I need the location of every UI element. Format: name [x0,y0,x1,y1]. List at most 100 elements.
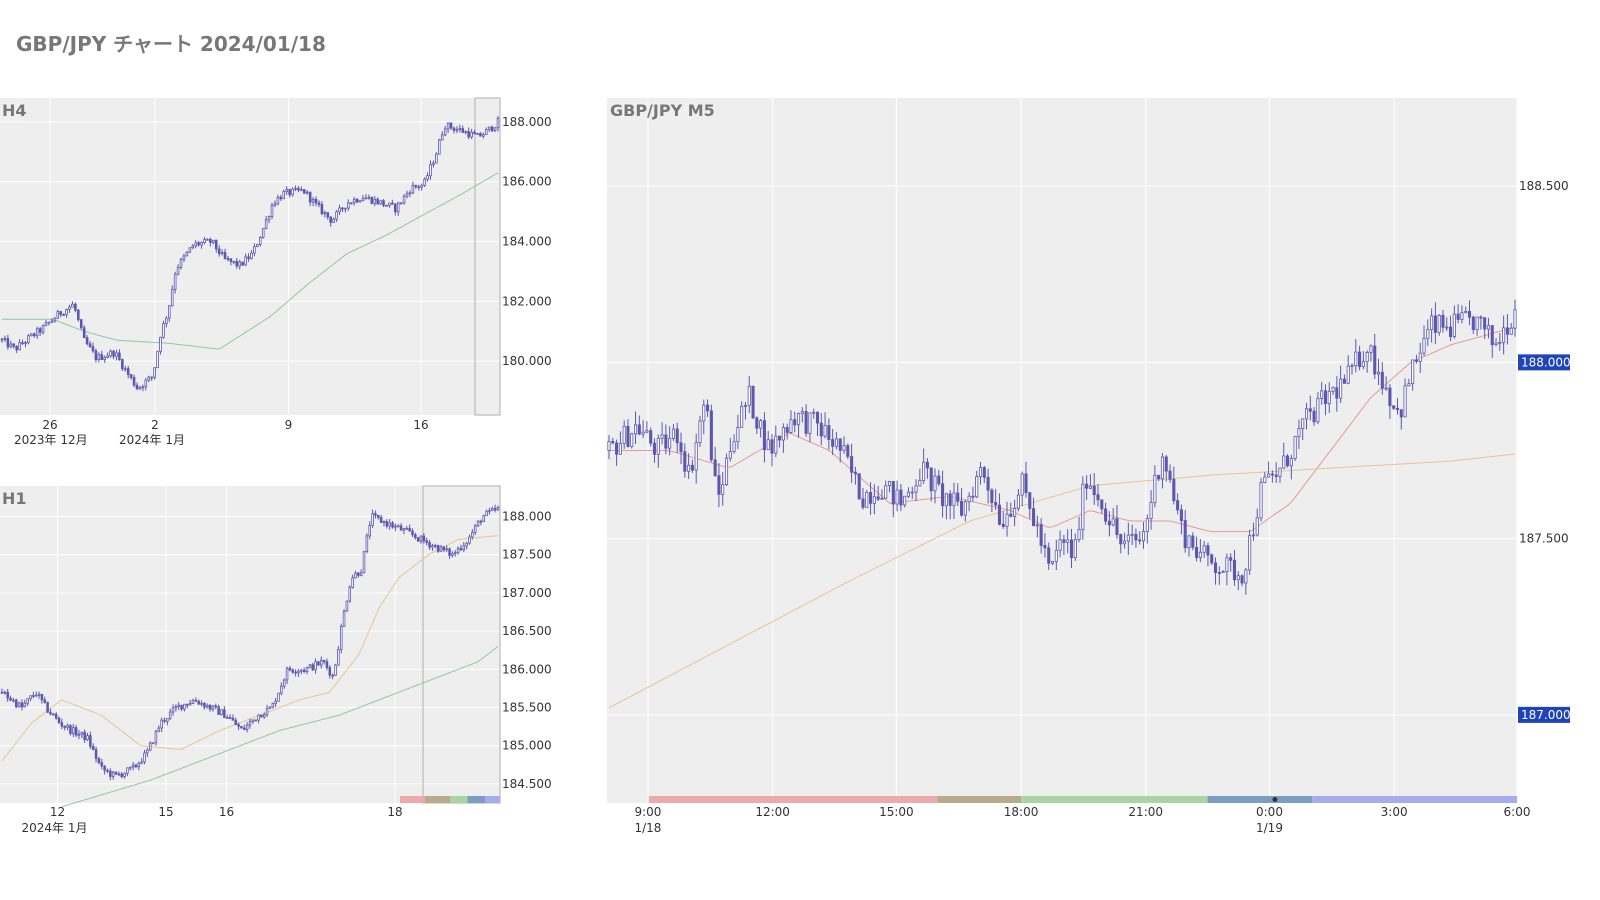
h1-candle-body [228,717,232,719]
h4-candle-body [347,202,350,209]
m5-candle-body [963,501,967,516]
h1-candle-body [468,536,471,544]
m5-candle-body [690,464,694,471]
m5-candle-body [1471,316,1475,331]
m5-candle-body [872,496,876,504]
h1-ytick-label: 188.000 [502,510,552,524]
h1-candle-body [445,548,448,551]
h1-candle-body [351,577,354,588]
m5-candle-body [1259,482,1263,519]
h4-candle-body [115,352,118,357]
h4-ytick-label: 180.000 [502,354,552,368]
m5-candle-body [910,491,914,494]
h4-candle-body [464,131,467,133]
m5-candle-body [1111,518,1115,526]
h1-ytick-label: 185.000 [502,739,552,753]
m5-candle-body [1213,562,1218,573]
h4-candle-body [461,128,465,133]
m5-candle-body [929,467,933,492]
h1-candle-body [74,727,78,736]
h4-candle-body [417,186,421,189]
h1-candle-body [151,742,155,745]
h4-candle-body [24,342,27,344]
h1-candle-body [223,709,226,719]
h1-candle-body [405,527,409,530]
h4-candle-body [303,189,306,194]
m5-candle-body [1293,436,1297,459]
h4-candle-body [241,261,244,266]
h4-candle-body [94,350,98,360]
m5-candle-body [834,438,838,447]
h1-candle-body [203,702,206,708]
h4-candle-body [6,338,10,348]
h1-panel-title: H1 [2,489,27,508]
h4-candle-body [438,139,441,155]
h1-candle-body [408,527,411,532]
h1-candle-body [26,698,29,704]
m5-candle-body [717,475,721,495]
h1-candle-body [94,749,98,759]
h1-candle-body [456,548,460,554]
m5-candle-body [1035,524,1039,527]
h1-candle-body [3,691,7,694]
h1-ytick-label: 184.500 [502,777,552,791]
h1-candle-body [123,772,126,777]
h4-candle-body [3,338,7,340]
h1-candle-body [174,706,178,709]
h4-candle-body [320,204,324,215]
h1-session-segment [450,796,468,803]
h4-candle-body [226,258,230,260]
h4-candle-body [344,207,347,210]
m5-candle-body [918,480,922,487]
h1-candle-body [396,525,400,528]
h1-candle-body [262,714,266,718]
h4-candle-body [487,126,491,130]
h4-candle-body [200,242,203,246]
h1-candle-body [37,693,41,696]
h1-candle-body [291,669,295,673]
h4-ytick-label: 186.000 [502,175,552,189]
h1-candle-body [134,764,138,768]
m5-candle-body [815,411,820,424]
h4-ytick-label: 182.000 [502,294,552,308]
h1-chart-panel: 184.500 185.000 185.500 186.000 186.500 187.0… [0,485,552,835]
m5-candle-body [1066,539,1070,543]
h4-candle-body [179,258,183,268]
h4-candle-body [432,162,435,165]
h4-candle-body [185,251,189,257]
m5-candle-body [1301,418,1305,429]
m5-candle-body [1115,518,1119,535]
h4-candle-body [33,333,36,337]
m5-candle-body [1149,502,1153,519]
h4-candle-body [118,352,121,360]
m5-candle-body [694,442,698,471]
m5-candle-body [944,493,948,507]
h1-candle-body [97,758,101,764]
m5-candle-body [1392,405,1396,409]
m5-title-bg [608,101,694,121]
h1-candle-body [414,534,417,538]
m5-candle-body [1365,352,1369,363]
m5-candle-body [762,420,766,451]
h4-candle-body [393,203,397,213]
h1-candle-body [439,546,443,552]
m5-candle-body [755,417,759,429]
m5-candle-body [948,493,952,506]
m5-candle-body [1005,513,1009,527]
h4-candle-body [100,354,104,360]
h1-candle-body [399,525,403,531]
m5-candle-body [1411,359,1415,385]
h4-candle-body [490,126,494,132]
m5-candle-body [1069,539,1074,558]
h1-candle-body [257,714,260,721]
h4-candle-body [305,191,309,194]
h4-candle-body [314,199,318,204]
h4-title-bg [0,101,21,121]
h1-candle-body [302,669,306,672]
m5-candle-body [1339,378,1343,399]
h4-xtick-label: 16 [413,418,428,432]
h4-candle-body [291,188,294,196]
m5-candle-body [1236,575,1240,581]
m5-candle-body [1350,365,1354,367]
h1-candle-body [496,506,500,511]
